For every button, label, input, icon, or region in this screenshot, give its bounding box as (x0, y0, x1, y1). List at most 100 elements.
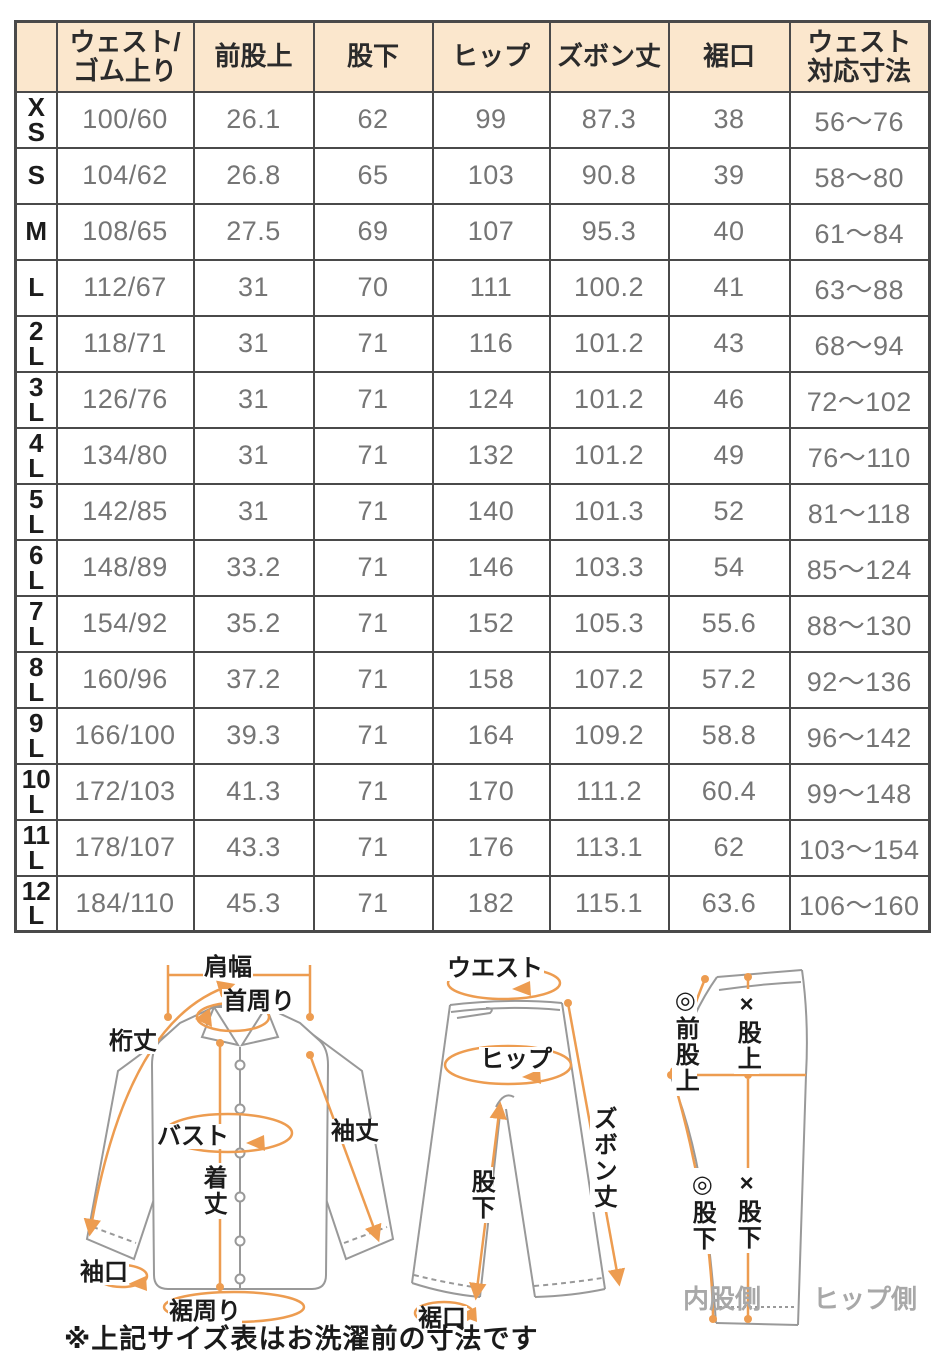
table-row: 6 L 148/89 33.2 71 146 103.3 54 85〜124 (14, 538, 931, 597)
table-cell: 39.3 (192, 706, 315, 765)
table-cell: 68〜94 (788, 314, 931, 373)
table-cell: 148/89 (55, 538, 195, 597)
table-cell: 104/62 (55, 146, 195, 205)
table-cell: 45.3 (192, 874, 315, 933)
table-row: 8 L 160/96 37.2 71 158 107.2 57.2 92〜136 (14, 650, 931, 709)
table-cell: 106〜160 (788, 874, 931, 933)
sleeve-length-label: 袖丈 (330, 1118, 380, 1145)
table-cell: 46 (667, 370, 791, 429)
table-row: S 104/62 26.8 65 103 90.8 39 58〜80 (14, 146, 931, 205)
sleeve-total-length-label: 桁丈 (108, 1028, 158, 1055)
column-header: ウェスト/ ゴム上り (55, 20, 195, 93)
table-cell: 160/96 (55, 650, 195, 709)
table-cell: 71 (312, 706, 434, 765)
table-cell: 101.2 (548, 314, 670, 373)
hip-label: ヒップ (479, 1046, 553, 1073)
size-label: M (14, 202, 58, 261)
table-row: L 112/67 31 70 111 100.2 41 63〜88 (14, 258, 931, 317)
table-cell: 132 (431, 426, 551, 485)
rise-label: ×股上 (733, 989, 761, 1074)
table-cell: 176 (431, 818, 551, 877)
size-label: 6 L (14, 538, 58, 597)
table-cell: 87.3 (548, 90, 670, 149)
table-cell: 62 (312, 90, 434, 149)
table-cell: 134/80 (55, 426, 195, 485)
size-label: 11 L (14, 818, 58, 877)
table-cell: 71 (312, 538, 434, 597)
table-cell: 101.3 (548, 482, 670, 541)
table-cell: 140 (431, 482, 551, 541)
table-cell: 95.3 (548, 202, 670, 261)
table-cell: 76〜110 (788, 426, 931, 485)
table-cell: 164 (431, 706, 551, 765)
table-cell: 61〜84 (788, 202, 931, 261)
waist-label: ウエスト (446, 955, 544, 982)
hip-side-label: ヒップ側 (813, 1284, 918, 1314)
table-cell: 184/110 (55, 874, 195, 933)
table-row: X S 100/60 26.1 62 99 87.3 38 56〜76 (14, 90, 931, 149)
table-cell: 113.1 (548, 818, 670, 877)
table-cell: 31 (192, 314, 315, 373)
table-cell: 55.6 (667, 594, 791, 653)
table-cell: 81〜118 (788, 482, 931, 541)
table-cell: 71 (312, 874, 434, 933)
table-cell: 103〜154 (788, 818, 931, 877)
table-row: 9 L 166/100 39.3 71 164 109.2 58.8 96〜142 (14, 706, 931, 765)
table-cell: 116 (431, 314, 551, 373)
table-cell: 70 (312, 258, 434, 317)
table-row: 11 L 178/107 43.3 71 176 113.1 62 103〜154 (14, 818, 931, 877)
table-cell: 71 (312, 650, 434, 709)
table-cell: 41.3 (192, 762, 315, 821)
table-cell: 158 (431, 650, 551, 709)
size-label: 4 L (14, 426, 58, 485)
table-cell: 146 (431, 538, 551, 597)
table-cell: 62 (667, 818, 791, 877)
table-cell: 101.2 (548, 426, 670, 485)
table-cell: 71 (312, 426, 434, 485)
body-length-label: 着丈 (199, 1163, 227, 1219)
size-label: 5 L (14, 482, 58, 541)
table-cell: 71 (312, 762, 434, 821)
table-cell: 124 (431, 370, 551, 429)
table-row: 5 L 142/85 31 71 140 101.3 52 81〜118 (14, 482, 931, 541)
table-cell: 115.1 (548, 874, 670, 933)
table-cell: 63.6 (667, 874, 791, 933)
inseam-label: 股下 (467, 1167, 495, 1223)
table-cell: 100.2 (548, 258, 670, 317)
table-cell: 33.2 (192, 538, 315, 597)
table-row: 10 L 172/103 41.3 71 170 111.2 60.4 99〜148 (14, 762, 931, 821)
table-cell: 105.3 (548, 594, 670, 653)
table-cell: 52 (667, 482, 791, 541)
pre-wash-note: ※上記サイズ表はお洗濯前の寸法です (64, 1324, 539, 1354)
table-cell: 142/85 (55, 482, 195, 541)
size-label: X S (14, 90, 58, 149)
table-row: 2 L 118/71 31 71 116 101.2 43 68〜94 (14, 314, 931, 373)
neck-around-label: 首周り (222, 988, 296, 1015)
table-cell: 152 (431, 594, 551, 653)
table-cell: 99 (431, 90, 551, 149)
table-cell: 103 (431, 146, 551, 205)
column-header: ズボン丈 (548, 20, 670, 93)
table-row: 12 L 184/110 45.3 71 182 115.1 63.6 106〜160 (14, 874, 931, 933)
table-cell: 71 (312, 818, 434, 877)
hem-opening-label: 裾口 (417, 1305, 467, 1332)
size-label: 10 L (14, 762, 58, 821)
table-cell: 43 (667, 314, 791, 373)
table-cell: 31 (192, 426, 315, 485)
column-header: ヒップ (431, 20, 551, 93)
table-cell: 101.2 (548, 370, 670, 429)
size-label: S (14, 146, 58, 205)
table-cell: 72〜102 (788, 370, 931, 429)
table-cell: 170 (431, 762, 551, 821)
column-header: 裾口 (667, 20, 791, 93)
table-cell: 43.3 (192, 818, 315, 877)
table-cell: 71 (312, 314, 434, 373)
table-cell: 58.8 (667, 706, 791, 765)
column-header: 前股上 (192, 20, 315, 93)
table-row: 4 L 134/80 31 71 132 101.2 49 76〜110 (14, 426, 931, 485)
size-label: 8 L (14, 650, 58, 709)
table-cell: 39 (667, 146, 791, 205)
table-cell: 26.8 (192, 146, 315, 205)
size-table: ウェスト/ ゴム上り 前股上 股下 ヒップ ズボン丈 裾口 ウェスト 対応寸法 X S 100… (14, 20, 931, 933)
